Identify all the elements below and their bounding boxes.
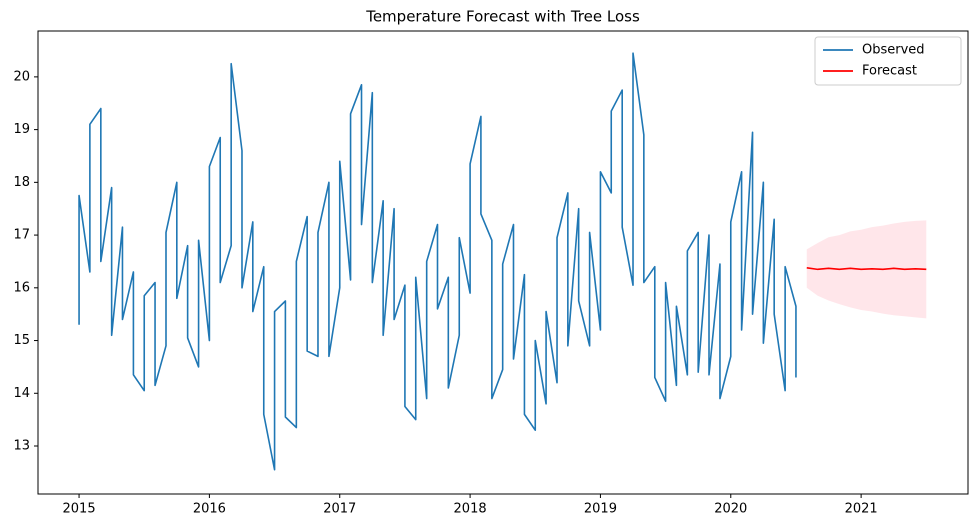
x-tick-label: 2015 (63, 502, 96, 517)
y-tick-label: 15 (13, 333, 30, 348)
y-tick-label: 16 (13, 280, 30, 295)
y-tick-label: 17 (13, 228, 30, 243)
axes-frame (37, 30, 969, 495)
legend: Observed Forecast (814, 36, 962, 86)
y-tick-label: 14 (13, 386, 30, 401)
y-tick-label: 13 (13, 439, 30, 454)
legend-label: Forecast (862, 64, 917, 79)
chart-title: Temperature Forecast with Tree Loss (365, 8, 640, 26)
plot-area (78, 52, 927, 471)
x-tick-label: 2016 (193, 502, 226, 517)
legend-box (814, 36, 962, 86)
x-tick-label: 2020 (714, 502, 747, 517)
legend-label: Observed (862, 43, 925, 58)
x-tick-label: 2019 (584, 502, 617, 517)
series-line (806, 266, 927, 271)
x-tick-label: 2021 (845, 502, 878, 517)
y-tick-label: 20 (13, 69, 30, 84)
x-tick-label: 2018 (454, 502, 487, 517)
series-line (78, 52, 797, 471)
x-tick-label: 2017 (323, 502, 356, 517)
y-tick-label: 19 (13, 122, 30, 137)
y-tick-label: 18 (13, 175, 30, 190)
